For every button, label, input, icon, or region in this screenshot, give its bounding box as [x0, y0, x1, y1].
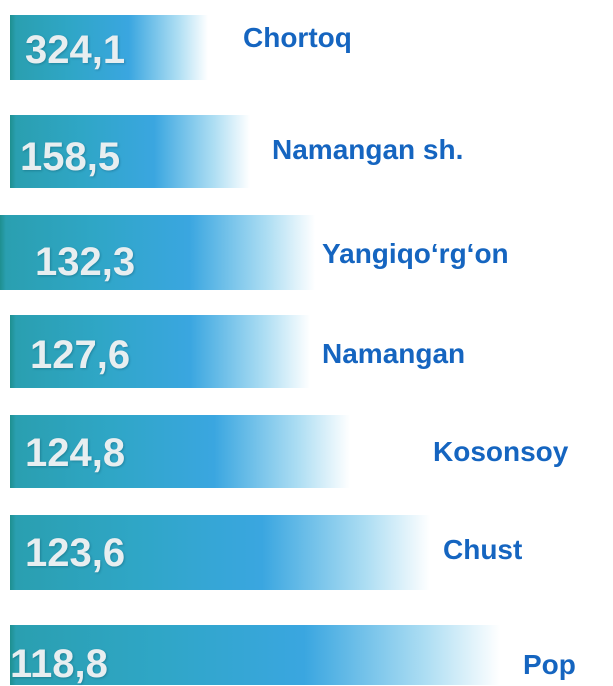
value-label: 127,6	[30, 333, 131, 377]
bar	[10, 415, 350, 488]
district-name: Namangan sh.	[272, 134, 464, 165]
bar	[10, 115, 250, 188]
value-label: 123,6	[25, 531, 126, 575]
value-label: 324,1	[25, 28, 126, 72]
value-label: 132,3	[35, 240, 136, 284]
district-name: Namangan	[322, 338, 466, 369]
bar	[10, 515, 430, 590]
bar	[10, 625, 500, 685]
bar	[10, 315, 310, 388]
district-name: Chortoq	[243, 22, 352, 53]
district-name: Yangiqo‘rg‘on	[322, 238, 509, 269]
value-label: 158,5	[20, 135, 121, 179]
bar	[0, 215, 315, 290]
district-name: Chust	[443, 534, 523, 565]
district-name: Kosonsoy	[433, 436, 569, 467]
bar	[10, 15, 208, 80]
district-name: Pop	[523, 649, 576, 680]
value-label: 124,8	[25, 431, 126, 475]
value-label: 118,8	[10, 642, 108, 686]
